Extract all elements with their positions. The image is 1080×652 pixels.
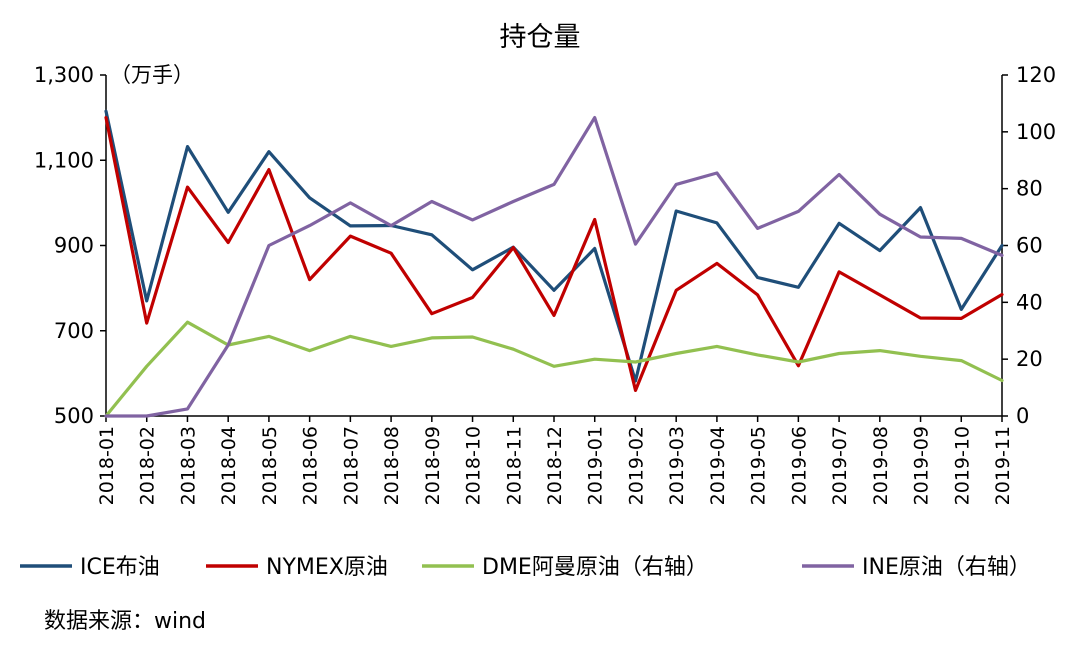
x-axis-tick-label: 2019-03 — [666, 426, 688, 505]
x-axis-tick-label: 2019-10 — [951, 426, 973, 505]
x-axis-tick-label: 2018-09 — [422, 426, 444, 505]
x-axis-tick-label: 2018-07 — [340, 426, 362, 505]
series-line — [104, 320, 1004, 418]
right-axis-tick-label: 120 — [1016, 63, 1056, 87]
x-axis-tick-label: 2019-09 — [911, 426, 933, 505]
x-axis-tick-label: 2019-05 — [748, 426, 770, 505]
series-lines — [104, 109, 1004, 418]
right-axis-tick-label: 100 — [1016, 120, 1056, 144]
chart-title: 持仓量 — [500, 22, 581, 53]
x-axis-tick-label: 2018-10 — [463, 426, 485, 505]
series-line — [104, 115, 1004, 418]
x-axis-tick-label: 2018-01 — [96, 426, 118, 505]
unit-label: （万手） — [110, 63, 194, 87]
x-axis-tick-label: 2019-06 — [788, 426, 810, 505]
x-axis-tick-label: 2019-01 — [585, 426, 607, 505]
x-axis-tick-label: 2019-04 — [707, 426, 729, 505]
x-axis-tick-label: 2019-11 — [992, 426, 1014, 505]
legend-label: INE原油（右轴） — [862, 555, 1031, 580]
x-axis-tick-label: 2019-02 — [625, 426, 647, 505]
legend: ICE布油 NYMEX原油 DME阿曼原油（右轴） INE原油（右轴） — [20, 555, 1031, 580]
series-line — [104, 109, 1004, 383]
x-axis-tick-label: 2018-02 — [137, 426, 159, 505]
left-axis-tick-label: 1,300 — [34, 63, 94, 87]
legend-label: NYMEX原油 — [266, 555, 388, 580]
right-axis-tick-label: 0 — [1016, 404, 1029, 428]
left-axis-tick-label: 1,100 — [34, 148, 94, 172]
axes: 500 700 900 1,100 1,300 0 20 40 60 80 100 120 2018-0… — [34, 63, 1056, 505]
legend-label: DME阿曼原油（右轴） — [482, 555, 708, 580]
x-axis-tick-label: 2019-07 — [829, 426, 851, 505]
legend-label: ICE布油 — [80, 555, 160, 580]
x-axis-tick-label: 2018-12 — [544, 426, 566, 505]
x-axis-tick-label: 2018-05 — [259, 426, 281, 505]
right-axis-tick-label: 80 — [1016, 177, 1043, 201]
x-axis-tick-label: 2018-08 — [381, 426, 403, 505]
source-note: 数据来源：wind — [44, 609, 206, 634]
series-line — [104, 115, 1004, 392]
left-axis-tick-label: 900 — [54, 234, 94, 258]
left-axis-tick-label: 500 — [54, 404, 94, 428]
left-axis-tick-label: 700 — [54, 319, 94, 343]
right-axis-tick-label: 40 — [1016, 290, 1043, 314]
x-axis-tick-label: 2018-11 — [503, 426, 525, 505]
x-axis-tick-label: 2018-06 — [300, 426, 322, 505]
x-axis-tick-label: 2019-08 — [870, 426, 892, 505]
x-axis-tick-label: 2018-03 — [177, 426, 199, 505]
x-axis-tick-label: 2018-04 — [218, 426, 240, 505]
right-axis-tick-label: 20 — [1016, 347, 1043, 371]
right-axis-tick-label: 60 — [1016, 234, 1043, 258]
